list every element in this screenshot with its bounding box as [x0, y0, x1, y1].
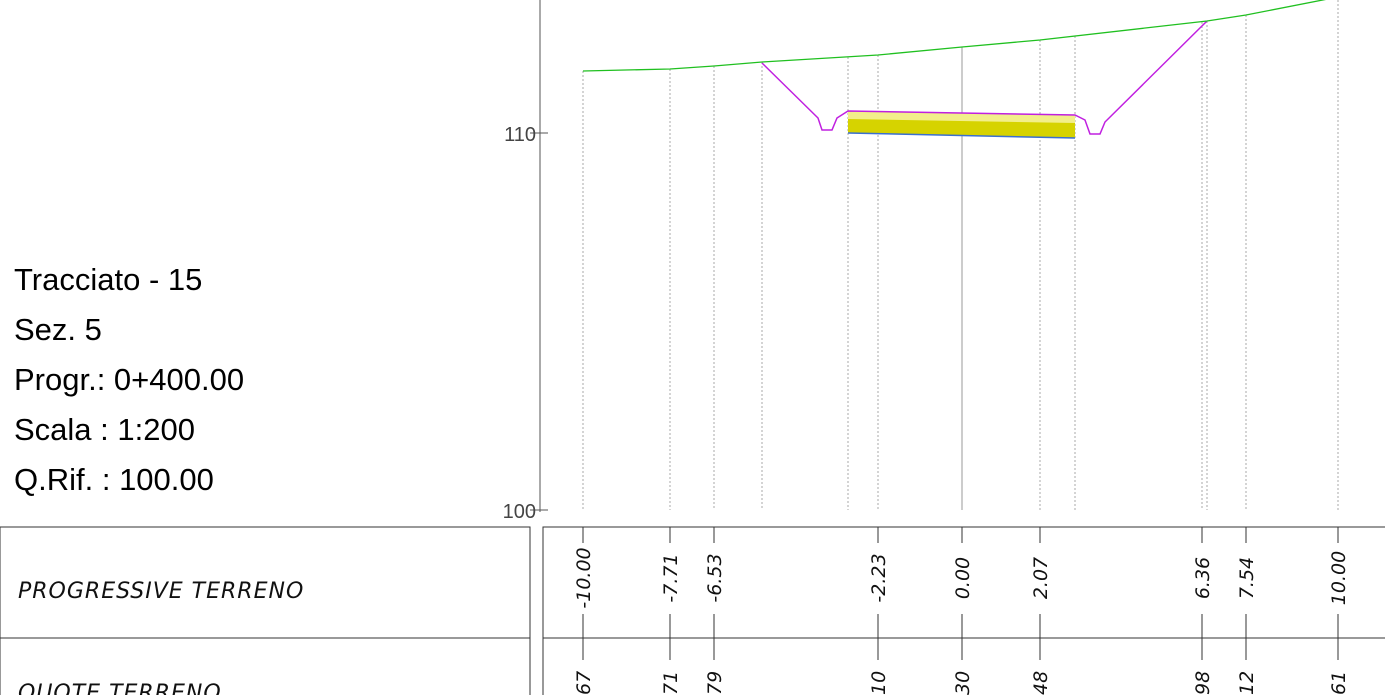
- progressive-value: -2.23: [868, 553, 890, 602]
- info-line: Progr.: 0+400.00: [14, 362, 244, 397]
- axis-label: 100: [503, 501, 536, 523]
- quote-value: 71: [660, 671, 682, 695]
- progressive-value: -10.00: [573, 547, 595, 608]
- row-label: PROGRESSIVE TERRENO: [18, 579, 304, 604]
- quote-value: 12: [1236, 671, 1258, 695]
- progressive-value: 6.36: [1192, 557, 1214, 599]
- info-line: Tracciato - 15: [14, 262, 202, 297]
- pavement-base: [848, 119, 1075, 138]
- subgrade: [847, 132, 1076, 139]
- terrain-line: [582, 0, 1327, 72]
- station-lines: [582, 0, 1339, 510]
- plot: [530, 0, 1339, 512]
- progressive-value: 0.00: [952, 557, 974, 599]
- progressive-value: 2.07: [1030, 557, 1052, 599]
- quote-value: 61: [1328, 671, 1350, 695]
- row-label: QUOTE TERRENO: [18, 681, 222, 695]
- progressive-value: 7.54: [1236, 557, 1258, 599]
- progressive-value: -7.71: [660, 553, 682, 602]
- progressive-value: 10.00: [1328, 551, 1350, 605]
- quote-value: 30: [952, 671, 974, 695]
- quote-value: 10: [868, 671, 890, 695]
- quote-value: 98: [1192, 671, 1214, 695]
- progressive-value: -6.53: [704, 553, 726, 602]
- axis-label: 110: [504, 124, 536, 146]
- info-line: Scala : 1:200: [14, 412, 195, 447]
- quote-value: 67: [573, 671, 595, 695]
- design-profile: [761, 20, 1208, 135]
- info-line: Q.Rif. : 100.00: [14, 462, 214, 497]
- info-line: Sez. 5: [14, 312, 102, 347]
- quote-value: 48: [1030, 671, 1052, 695]
- quote-value: 79: [704, 671, 726, 695]
- table-frame: [0, 526, 1385, 695]
